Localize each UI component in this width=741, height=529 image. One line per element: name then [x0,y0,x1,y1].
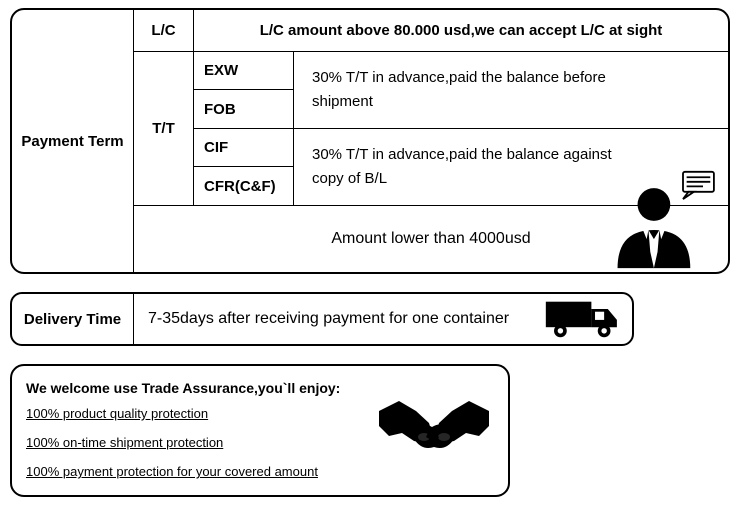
truck-icon [544,298,626,340]
delivery-header: Delivery Time [12,294,134,344]
tt-label: T/T [134,52,194,205]
lc-text: L/C amount above 80.000 usd,we can accep… [194,10,728,51]
payment-term-header: Payment Term [12,10,134,272]
lc-row: L/C L/C amount above 80.000 usd,we can a… [134,10,728,52]
payment-term-table: Payment Term L/C L/C amount above 80.000… [10,8,730,274]
tt-text-1: 30% T/T in advance,paid the balance befo… [294,52,728,128]
delivery-time-table: Delivery Time 7-35days after receiving p… [10,292,634,346]
tt-sub-cif: CIF [194,129,293,167]
tt-sub-cfr: CFR(C&F) [194,167,293,205]
tt-sub-exw: EXW [194,52,293,90]
delivery-text: 7-35days after receiving payment for one… [148,310,544,328]
assurance-item-1: 100% product quality protection [26,406,368,421]
assurance-item-3: 100% payment protection for your covered… [26,464,368,479]
lc-label: L/C [134,10,194,51]
businessman-speech-icon [608,170,718,270]
assurance-title: We welcome use Trade Assurance,you`ll en… [26,380,368,396]
tt-sub-fob: FOB [194,90,293,128]
assurance-item-2: 100% on-time shipment protection [26,435,368,450]
handshake-icon [374,381,494,481]
trade-assurance-box: We welcome use Trade Assurance,you`ll en… [10,364,510,497]
